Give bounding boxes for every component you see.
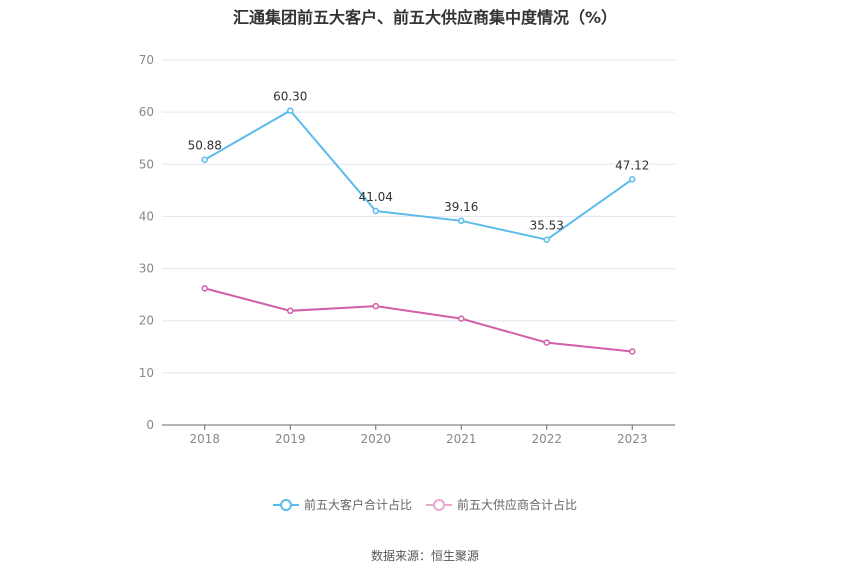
- data-label: 50.88: [188, 139, 222, 153]
- x-tick-label: 2023: [617, 432, 648, 446]
- data-label: 41.04: [359, 190, 393, 204]
- y-tick-label: 20: [139, 314, 154, 328]
- x-tick-label: 2022: [531, 432, 562, 446]
- y-tick-label: 40: [139, 209, 154, 223]
- legend-item-suppliers[interactable]: 前五大供应商合计占比: [426, 496, 577, 513]
- axes: 0 10 20 30 40 50 60 70 2018 2019 2020 2021 2022 2023: [139, 53, 675, 446]
- series-line-2: [204, 287, 633, 353]
- y-tick-label: 30: [139, 262, 154, 276]
- legend-swatch-customers: [272, 498, 299, 511]
- data-point: [629, 348, 636, 355]
- source-note: 数据来源：恒生聚源: [370, 549, 479, 563]
- y-tick-label: 0: [146, 418, 154, 432]
- x-tick-label: 2019: [275, 432, 306, 446]
- data-point: [372, 207, 379, 215]
- data-label: 60.30: [273, 90, 307, 104]
- data-point: [201, 285, 208, 292]
- y-tick-label: 10: [139, 366, 154, 380]
- data-label: 47.12: [615, 158, 649, 172]
- data-point: [629, 176, 636, 183]
- x-tick-label: 2018: [189, 432, 220, 446]
- legend-swatch-suppliers: [426, 498, 452, 511]
- data-labels: 50.88 60.30 41.04 39.16 35.53 47.12: [188, 90, 650, 233]
- legend-item-customers[interactable]: 前五大客户合计占比: [272, 496, 412, 513]
- x-tick-label: 2020: [360, 432, 391, 446]
- chart-title: 汇通集团前五大客户、前五大供应商集中度情况（%）: [232, 8, 618, 27]
- data-point: [543, 236, 550, 243]
- data-label: 39.16: [444, 200, 478, 214]
- legend-label-customers: 前五大客户合计占比: [303, 498, 412, 512]
- y-tick-label: 70: [139, 53, 154, 67]
- legend: 前五大客户合计占比 前五大供应商合计占比: [0, 496, 850, 513]
- data-point: [287, 107, 294, 114]
- data-point: [458, 217, 465, 225]
- data-point: [543, 339, 550, 346]
- y-tick-label: 50: [139, 157, 154, 171]
- data-point: [458, 315, 465, 322]
- series-lines: [201, 107, 636, 355]
- legend-label-suppliers: 前五大供应商合计占比: [457, 498, 578, 512]
- series-line-1: [204, 109, 633, 241]
- y-tick-label: 60: [139, 105, 154, 119]
- data-label: 35.53: [530, 219, 564, 233]
- data-point: [372, 302, 379, 310]
- data-point: [287, 307, 294, 315]
- x-tick-label: 2021: [446, 432, 477, 446]
- data-point: [201, 156, 208, 163]
